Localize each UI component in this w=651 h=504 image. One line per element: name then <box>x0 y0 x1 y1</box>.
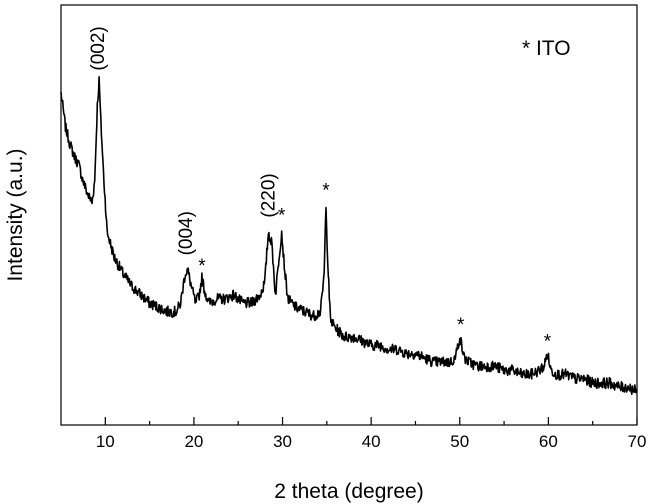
peak-annotations: (002)(004)*(220)**** <box>88 26 552 352</box>
x-tick-label: 70 <box>628 432 647 451</box>
plot-frame <box>61 5 637 425</box>
x-tick-label: 10 <box>96 432 115 451</box>
ito-peak-marker: * <box>278 206 286 227</box>
ito-peak-marker: * <box>457 315 465 336</box>
x-axis-title: 2 theta (degree) <box>274 480 423 503</box>
miller-index-label: (004) <box>176 211 197 255</box>
ito-peak-marker: * <box>322 180 330 201</box>
x-axis-ticks <box>105 417 637 425</box>
miller-index-label: (002) <box>88 26 109 70</box>
x-tick-label: 60 <box>539 432 558 451</box>
ito-peak-marker: * <box>544 332 552 353</box>
x-tick-label: 20 <box>184 432 203 451</box>
y-axis-title: Intensity (a.u.) <box>4 148 27 281</box>
x-tick-label: 30 <box>273 432 292 451</box>
x-tick-label: 40 <box>362 432 381 451</box>
x-axis-tick-labels: 10 20 30 40 50 60 70 <box>96 432 647 451</box>
x-tick-label: 50 <box>450 432 469 451</box>
miller-index-label: (220) <box>258 173 279 217</box>
legend-ito: * ITO <box>522 37 571 60</box>
ito-peak-marker: * <box>198 256 206 277</box>
